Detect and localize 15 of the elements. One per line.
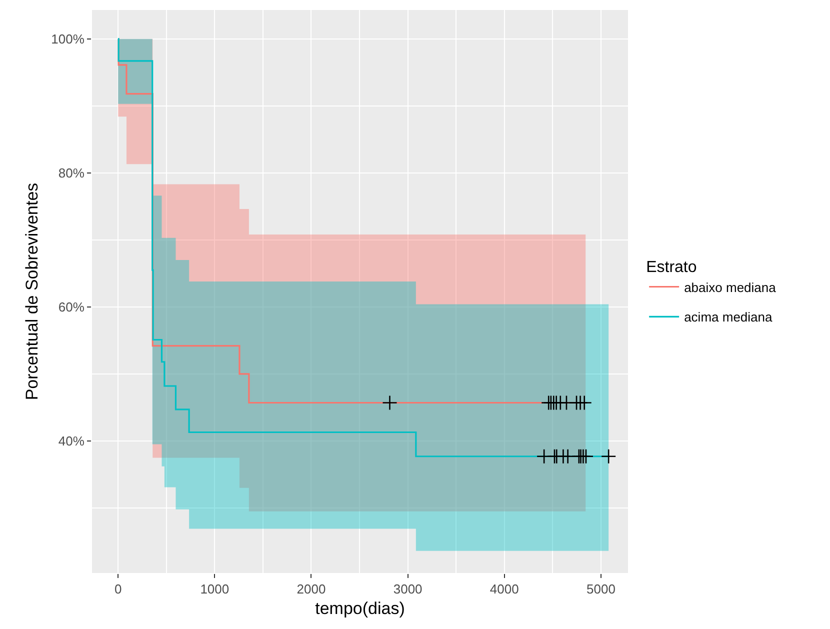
y-tick-label: 80%	[58, 165, 85, 180]
y-tick-label: 100%	[51, 31, 85, 46]
x-tick-label: 4000	[490, 582, 519, 597]
x-tick-label: 5000	[586, 582, 616, 597]
x-tick-label: 1000	[200, 582, 230, 597]
legend-label: abaixo mediana	[684, 280, 777, 295]
y-axis-title: Porcentual de Sobreviventes	[22, 182, 42, 400]
x-tick-label: 0	[114, 582, 122, 597]
x-axis-title: tempo(dias)	[315, 599, 405, 618]
y-tick-label: 40%	[58, 434, 85, 449]
legend-label: acima mediana	[684, 310, 774, 325]
legend-title: Estrato	[646, 258, 697, 276]
x-tick-label: 2000	[296, 582, 326, 597]
x-tick-label: 3000	[393, 582, 422, 597]
y-tick-label: 60%	[58, 299, 85, 314]
